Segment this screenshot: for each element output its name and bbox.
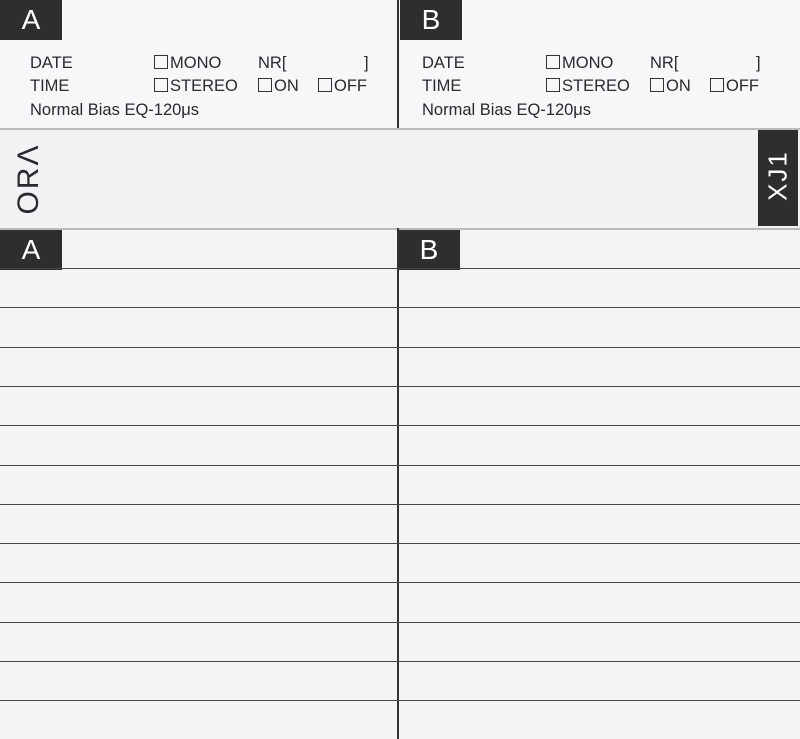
checkbox-icon — [258, 78, 272, 92]
writing-line — [0, 268, 800, 269]
checkbox-icon — [710, 78, 724, 92]
writing-line — [0, 425, 800, 427]
nr-close: ] — [756, 54, 761, 72]
checkbox-icon — [318, 78, 332, 92]
nr-label: NR[ — [650, 54, 679, 72]
mono-checkbox[interactable]: MONO — [154, 52, 221, 75]
time-label: TIME — [30, 77, 70, 95]
writing-line — [0, 543, 800, 545]
writing-line — [0, 307, 800, 309]
side-a-info: DATE TIME Normal Bias EQ-120μs MONO STER… — [30, 52, 390, 122]
writing-line — [0, 661, 800, 662]
writing-line — [0, 385, 800, 387]
mono-label: MONO — [170, 54, 222, 72]
header-divider — [397, 0, 399, 130]
off-checkbox[interactable]: OFF — [318, 75, 367, 98]
on-checkbox[interactable]: ON — [650, 75, 691, 98]
off-checkbox[interactable]: OFF — [710, 75, 759, 98]
writing-line — [0, 700, 800, 702]
stereo-label: STEREO — [562, 77, 630, 95]
checkbox-icon — [546, 55, 560, 69]
on-label: ON — [666, 77, 691, 95]
writing-line — [0, 346, 800, 348]
model-badge: XJ1 — [758, 130, 798, 226]
nr-close: ] — [364, 54, 369, 72]
nr-label: NR[ — [258, 54, 287, 72]
side-b-header: B DATE TIME Normal Bias EQ-120μs MONO ST… — [400, 0, 800, 128]
writing-line — [0, 582, 800, 584]
stereo-checkbox[interactable]: STEREO — [546, 75, 630, 98]
checkbox-icon — [650, 78, 664, 92]
stereo-checkbox[interactable]: STEREO — [154, 75, 238, 98]
side-a-tab: A — [0, 0, 62, 40]
spine: ORΛ — [0, 128, 800, 230]
side-b-info: DATE TIME Normal Bias EQ-120μs MONO STER… — [422, 52, 782, 122]
checkbox-icon — [154, 78, 168, 92]
on-label: ON — [274, 77, 299, 95]
model-label: XJ1 — [762, 150, 793, 201]
checkbox-icon — [154, 55, 168, 69]
off-label: OFF — [334, 77, 367, 95]
lower-tab-a: A — [0, 230, 62, 270]
writing-line — [0, 503, 800, 505]
brand-logo: ORΛ — [12, 143, 45, 215]
mono-checkbox[interactable]: MONO — [546, 52, 613, 75]
mono-label: MONO — [562, 54, 614, 72]
stereo-label: STEREO — [170, 77, 238, 95]
on-checkbox[interactable]: ON — [258, 75, 299, 98]
lower-tab-b: B — [398, 230, 460, 270]
side-a-header: A DATE TIME Normal Bias EQ-120μs MONO ST… — [0, 0, 398, 128]
writing-line — [0, 464, 800, 466]
off-label: OFF — [726, 77, 759, 95]
date-label: DATE — [422, 54, 465, 72]
writing-line — [0, 621, 800, 623]
bias-label: Normal Bias EQ-120μs — [30, 101, 200, 119]
checkbox-icon — [546, 78, 560, 92]
date-label: DATE — [30, 54, 73, 72]
side-b-tab: B — [400, 0, 462, 40]
time-label: TIME — [422, 77, 462, 95]
lower-divider — [397, 228, 399, 739]
bias-label: Normal Bias EQ-120μs — [422, 101, 592, 119]
